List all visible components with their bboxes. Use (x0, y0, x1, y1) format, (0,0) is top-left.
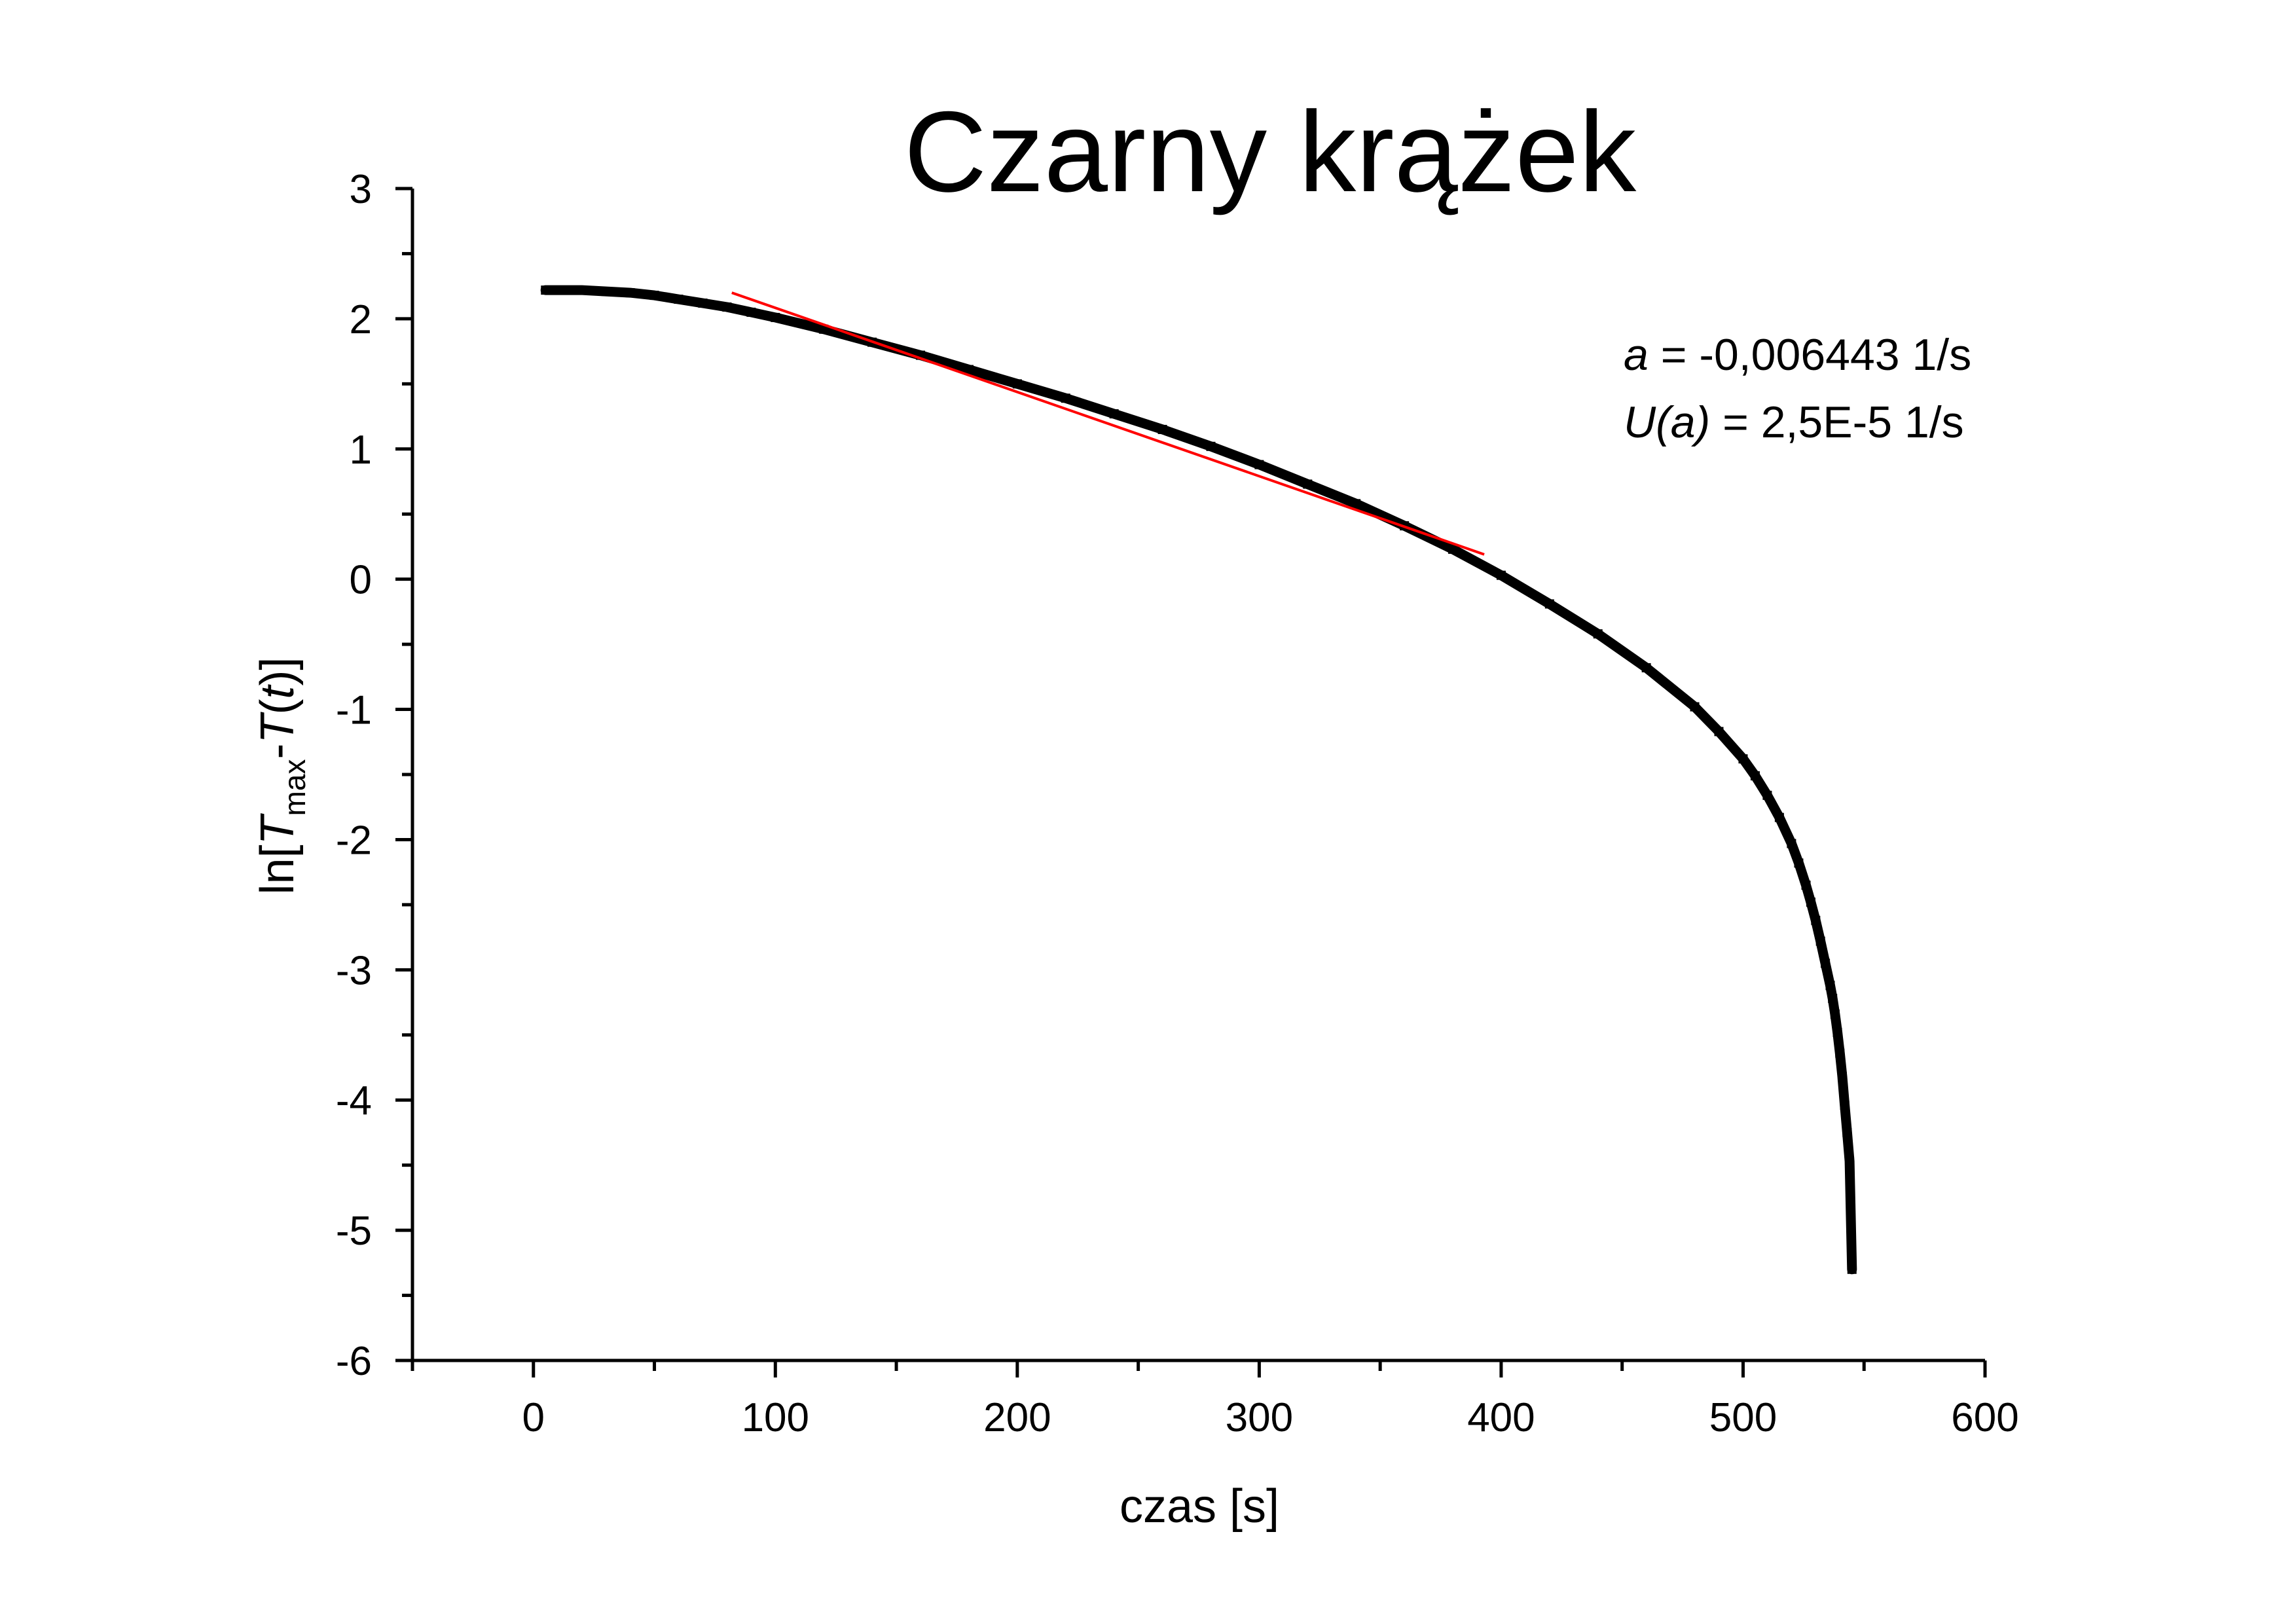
x-tick-label: 300 (1226, 1395, 1293, 1440)
data-point (964, 365, 974, 374)
data-point (771, 312, 780, 322)
y-tick-label: -6 (336, 1339, 372, 1384)
y-tick-label: -5 (336, 1209, 372, 1254)
data-point (1774, 812, 1784, 822)
x-tick-label: 500 (1709, 1395, 1777, 1440)
data-point (1157, 424, 1167, 434)
y-tick-label: -3 (336, 948, 372, 993)
data-point (698, 299, 708, 308)
data-point (746, 307, 756, 317)
data-point (541, 285, 551, 295)
x-tick-label: 0 (522, 1395, 545, 1440)
data-point (1821, 958, 1831, 968)
x-axis-label: czas [s] (1120, 1480, 1279, 1533)
data-point (1544, 599, 1554, 609)
data-point (1811, 915, 1821, 925)
x-ticks: 0 100 200 300 400 500 600 (410, 1360, 2019, 1440)
data-point (1496, 570, 1506, 580)
data-point (1593, 629, 1603, 639)
x-tick-label: 200 (983, 1395, 1051, 1440)
y-tick-label: -4 (336, 1078, 372, 1123)
data-point (1690, 702, 1700, 712)
data-point (1830, 1009, 1840, 1019)
data-curve (540, 285, 1857, 1275)
x-tick-label: 600 (1951, 1395, 2018, 1440)
data-point (1835, 1048, 1845, 1058)
data-point (1109, 409, 1119, 419)
y-axis-label: ln[Tmax-T(t)] (251, 657, 312, 895)
data-point (674, 295, 683, 304)
y-label-prefix: ln[ (251, 845, 304, 894)
data-point (577, 285, 587, 295)
annotation-a-symbol: a (1624, 330, 1649, 380)
annotation-a: a = -0,006443 1/s (1624, 330, 1971, 380)
data-point (1801, 881, 1811, 890)
data-point (1303, 479, 1313, 489)
data-point (1738, 754, 1748, 764)
data-point (1762, 790, 1772, 800)
y-tick-label: 1 (350, 428, 372, 473)
data-point (1641, 663, 1651, 672)
annotation-u-value: = 2,5E-5 1/s (1710, 397, 1963, 447)
y-tick-label: 0 (350, 558, 372, 603)
annotation-u-symbol: U(a) (1624, 397, 1710, 447)
data-point (1787, 839, 1796, 848)
annotation-u: U(a) = 2,5E-5 1/s (1624, 397, 1964, 447)
data-point (1815, 936, 1825, 946)
data-point (1714, 727, 1724, 737)
y-label-minus: - (251, 744, 304, 759)
y-label-tt: T (251, 712, 304, 744)
data-point (1847, 1264, 1857, 1274)
data-point (553, 285, 562, 295)
data-point (722, 302, 732, 312)
data-point (1794, 858, 1804, 868)
y-label-time: t (251, 684, 304, 699)
data-point (1448, 544, 1458, 554)
data-point (1832, 1027, 1842, 1037)
y-label-open: ( (251, 699, 304, 715)
data-point (1206, 441, 1216, 451)
y-label-close: )] (251, 657, 304, 686)
data-point (649, 291, 659, 301)
data-point (1061, 393, 1070, 403)
data-point (1842, 1127, 1852, 1137)
y-label-sub: max (278, 759, 312, 816)
data-point (1254, 460, 1264, 469)
fit-line (731, 291, 1485, 556)
chart-title: Czarny krążek (904, 88, 1637, 216)
data-point (1837, 1072, 1847, 1082)
data-point (1750, 771, 1760, 780)
data-point (1012, 379, 1022, 389)
x-tick-label: 400 (1467, 1395, 1535, 1440)
y-tick-label: 3 (350, 167, 372, 212)
data-point (625, 288, 635, 298)
data-point (819, 324, 829, 334)
y-tick-label: 2 (350, 297, 372, 342)
data-point (1351, 499, 1361, 509)
data-point (1828, 994, 1838, 1004)
y-label-t: T (251, 812, 304, 845)
data-point (1825, 981, 1835, 991)
data-point (601, 287, 611, 297)
y-tick-label: -1 (336, 688, 372, 733)
data-point (1845, 1156, 1855, 1166)
x-tick-label: 100 (742, 1395, 809, 1440)
annotation-a-value: = -0,006443 1/s (1649, 330, 1971, 380)
data-point (1806, 897, 1815, 907)
y-tick-label: -2 (336, 818, 372, 863)
y-ticks: 3 2 1 0 -1 -2 -3 -4 -5 -6 (336, 167, 412, 1384)
linear-fit-line (731, 291, 1485, 556)
data-point (1840, 1101, 1850, 1110)
